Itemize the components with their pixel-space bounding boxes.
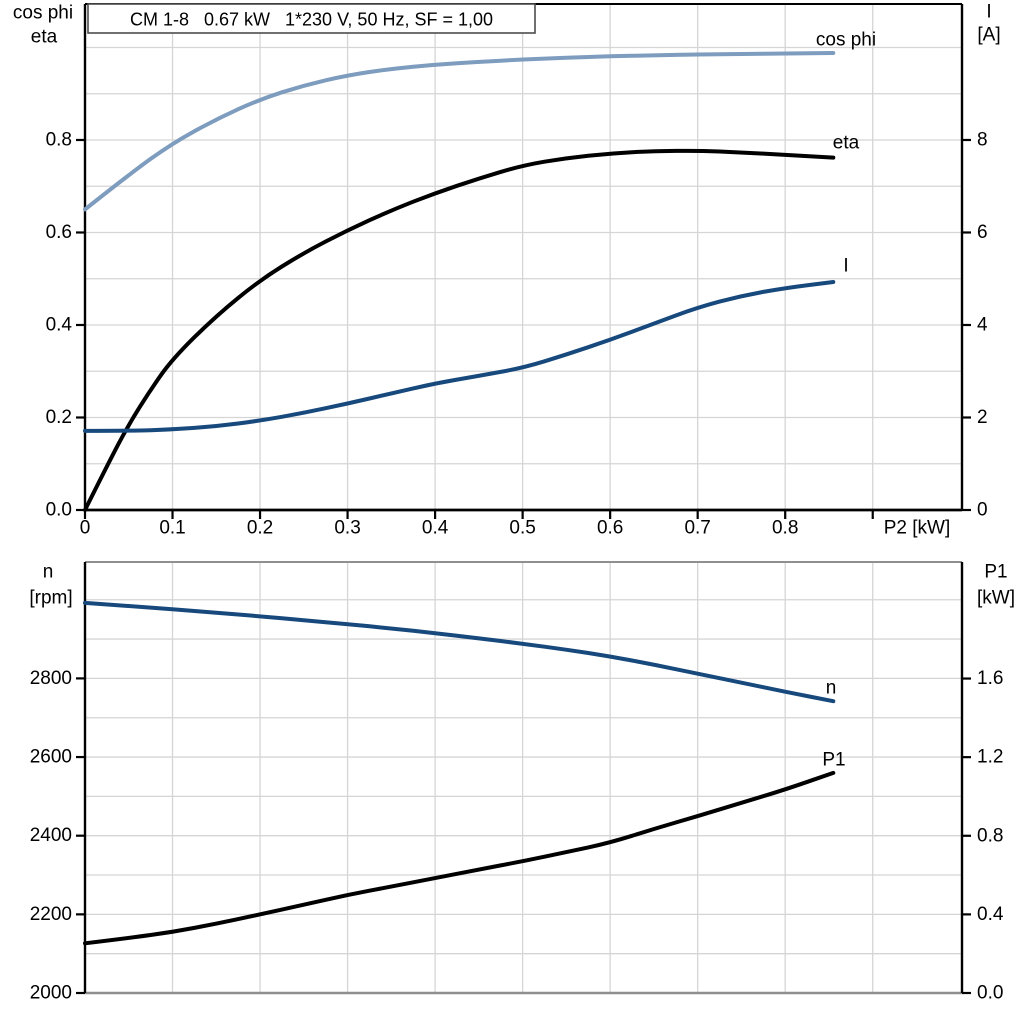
left-axis-tick-label: 2000 <box>30 983 72 1004</box>
right-axis-tick-label: 0 <box>977 500 988 521</box>
right-axis-tick-label: 0.4 <box>977 904 1004 925</box>
right-axis-tick-label: 0.8 <box>977 825 1003 846</box>
curve-p1 <box>83 770 836 946</box>
top-right-axis-title-a: [A] <box>977 25 1000 46</box>
left-axis-tick-label: 0.8 <box>46 129 72 150</box>
left-axis-tick-label: 0.2 <box>46 407 72 428</box>
motor-curves-bottom: 2000 2200 2400 2600 2800 0.0 0.4 0.8 1.2 1.6 n P1 <box>30 561 1004 1004</box>
right-axis-tick-label: 0.0 <box>977 983 1003 1004</box>
x-axis-tick-label: 0.3 <box>334 518 360 539</box>
left-axis-tick-label: 2400 <box>30 825 72 846</box>
right-axis-tick-label: 4 <box>977 314 988 335</box>
motor-curves-top: 0.0 0.2 0.4 0.6 0.8 0 2 4 6 8 0 0.1 0.2 0.3 0.4 0.5 0.6 0… <box>46 3 988 539</box>
x-axis-tick-label: 0.8 <box>772 518 798 539</box>
x-axis-tick-label: 0.5 <box>509 518 535 539</box>
title-box-frame <box>87 3 536 34</box>
left-axis-tick-label: 2200 <box>30 904 72 925</box>
bottom-left-axis-title-n: n <box>43 562 54 583</box>
left-axis-tick-label: 0.6 <box>46 222 72 243</box>
right-axis-tick-label: 2 <box>977 407 988 428</box>
right-axis-tick-label: 8 <box>977 129 988 150</box>
curve-label-i: I <box>843 256 848 277</box>
x-axis-tick-label: 0.1 <box>159 518 185 539</box>
curve-cos-phi <box>83 51 836 212</box>
right-axis-tick-label: 1.2 <box>977 747 1003 768</box>
top-left-axis-title-cosphi: cos phi <box>13 3 73 24</box>
top-left-axis-title-eta: eta <box>31 27 58 48</box>
curve-label-n: n <box>826 678 837 699</box>
right-axis-tick-label: 6 <box>977 222 988 243</box>
curve-label-cos-phi: cos phi <box>816 30 876 51</box>
chart-title: CM 1-8 0.67 kW 1*230 V, 50 Hz, SF = 1,00 <box>130 10 493 30</box>
curve-n <box>83 600 836 704</box>
curve-label-p1: P1 <box>822 750 845 771</box>
left-axis-tick-label: 0.4 <box>46 314 73 335</box>
title-box: CM 1-8 0.67 kW 1*230 V, 50 Hz, SF = 1,00 <box>87 3 536 34</box>
x-axis-tick-label: 0.4 <box>422 518 449 539</box>
curve-i <box>83 280 836 433</box>
x-axis-tick-label: 0.7 <box>684 518 710 539</box>
bottom-right-axis-title-p1: P1 <box>984 562 1007 583</box>
curve-eta <box>83 148 836 512</box>
x-axis-tick-label: 0 <box>80 518 91 539</box>
x-axis-title: P2 [kW] <box>884 518 951 539</box>
bottom-right-axis-title-kw: [kW] <box>977 588 1015 609</box>
top-right-axis-title-i: I <box>986 2 991 23</box>
left-axis-tick-label: 2600 <box>30 747 72 768</box>
x-axis-tick-label: 0.2 <box>247 518 273 539</box>
left-axis-tick-label: 2800 <box>30 668 72 689</box>
bottom-left-axis-title-rpm: [rpm] <box>29 588 72 609</box>
right-axis-tick-label: 1.6 <box>977 668 1003 689</box>
curve-label-eta: eta <box>833 133 860 154</box>
x-axis-tick-label: 0.6 <box>597 518 623 539</box>
left-axis-tick-label: 0.0 <box>46 500 72 521</box>
